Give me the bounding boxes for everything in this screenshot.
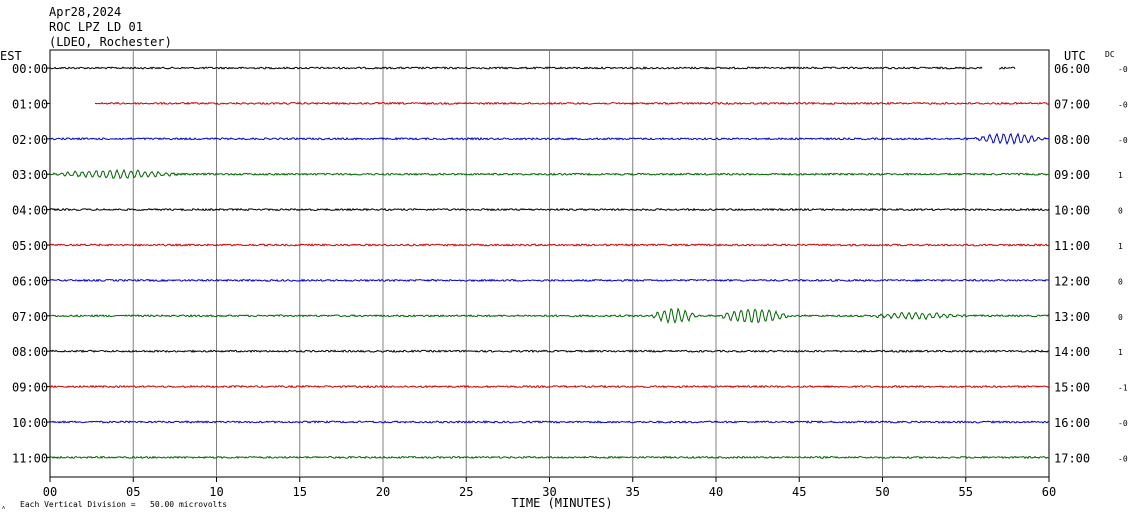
x-tick-label: 25 [459,485,473,499]
header-station: ROC LPZ LD 01 [49,20,143,34]
x-tick-label: 15 [293,485,307,499]
x-tick-label: 30 [542,485,556,499]
trace-line [49,384,1050,389]
header-date: Apr28,2024 [49,5,121,19]
trace-line [49,243,1050,247]
scale-glyph-icon: ʌ [2,505,5,511]
x-tick-label: 60 [1042,485,1056,499]
x-tick-label: 10 [209,485,223,499]
row-label-utc: 11:00 [1054,239,1090,253]
right-timezone-label: UTC [1064,49,1086,63]
row-label-est: 06:00 [12,274,48,288]
trace-line [49,307,1050,325]
row-label-utc: 08:00 [1054,133,1090,147]
dc-header-label: DC [1105,50,1115,59]
x-tick-label: 50 [875,485,889,499]
row-label-est: 03:00 [12,168,48,182]
row-label-est: 07:00 [12,310,48,324]
trace-line [49,132,1050,146]
row-label-utc: 16:00 [1054,416,1090,430]
trace-line [49,207,1050,212]
left-timezone-label: EST [0,49,22,63]
x-tick-label: 45 [792,485,806,499]
row-label-est: 02:00 [12,133,48,147]
trace-line [49,168,1050,180]
trace-line [49,66,983,70]
seismic-traces [49,66,1050,460]
row-dc-value: -1 [1118,384,1128,393]
x-tick-label: 40 [709,485,723,499]
row-dc-value: 1 [1118,348,1123,357]
row-label-utc: 09:00 [1054,168,1090,182]
x-tick-label: 00 [43,485,57,499]
x-tick-label: 20 [376,485,390,499]
x-axis-title: TIME (MINUTES) [511,496,612,510]
row-label-est: 11:00 [12,451,48,465]
row-label-utc: 17:00 [1054,451,1090,465]
row-dc-value: 1 [1118,242,1123,251]
row-dc-value: 0 [1118,277,1123,286]
trace-line [998,66,1016,70]
row-dc-value: 0 [1118,207,1123,216]
vertical-grid [132,50,967,477]
row-label-est: 08:00 [12,345,48,359]
row-label-utc: 06:00 [1054,62,1090,76]
x-axis: 00 05 10 15 20 25 30 35 40 45 50 55 60 [43,477,1056,499]
row-label-utc: 07:00 [1054,97,1090,111]
row-label-est: 00:00 [12,62,48,76]
row-dc-value: -0 [1118,100,1128,109]
row-label-utc: 13:00 [1054,310,1090,324]
trace-line [49,420,1050,424]
row-dc-value: -0 [1118,136,1128,145]
row-dc-value: 1 [1118,171,1123,180]
x-tick-label: 35 [626,485,640,499]
trace-line [49,278,1050,283]
row-label-est: 10:00 [12,416,48,430]
trace-line [49,455,1050,460]
row-label-utc: 12:00 [1054,274,1090,288]
row-labels: 00:00 06:00 -0 01:00 07:00 -0 02:00 08:00 -0 03:0… [12,62,1128,465]
row-dc-value: 0 [1118,313,1123,322]
row-label-utc: 15:00 [1054,381,1090,395]
header-network: (LDEO, Rochester) [49,35,172,49]
row-label-est: 05:00 [12,239,48,253]
row-dc-value: -0 [1118,454,1128,463]
row-dc-value: -0 [1118,419,1128,428]
trace-line [94,101,1050,106]
x-tick-label: 05 [126,485,140,499]
row-label-est: 01:00 [12,97,48,111]
row-label-est: 09:00 [12,381,48,395]
row-dc-value: -0 [1118,65,1128,74]
trace-line [49,349,1050,354]
row-label-est: 04:00 [12,204,48,218]
x-tick-label: 55 [959,485,973,499]
row-label-utc: 10:00 [1054,204,1090,218]
scale-note: Each Vertical Division = 50.00 microvolt… [20,500,227,509]
row-label-utc: 14:00 [1054,345,1090,359]
